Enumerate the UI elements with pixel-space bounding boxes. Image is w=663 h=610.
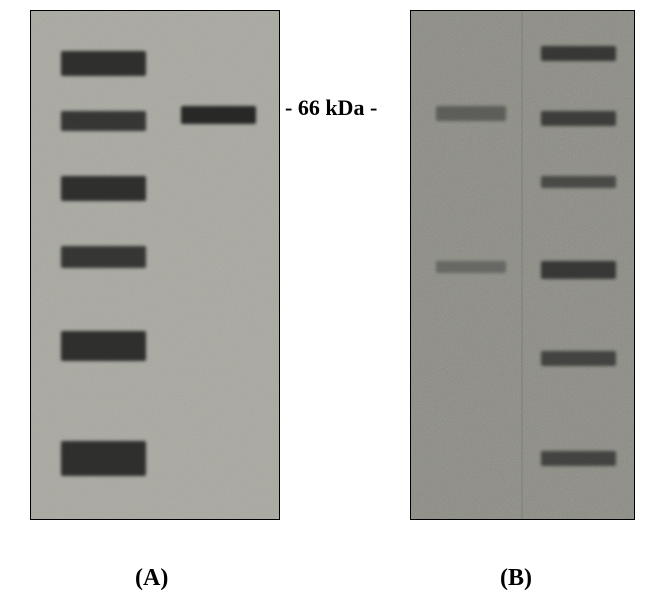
gel-band <box>61 176 146 201</box>
gel-band <box>61 246 146 268</box>
panel-a-label: (A) <box>135 565 168 592</box>
molecular-weight-marker-label: - 66 kDa - <box>285 95 377 121</box>
gel-band <box>61 441 146 476</box>
gel-band <box>436 261 506 273</box>
gel-band <box>541 451 616 466</box>
gel-band <box>541 111 616 126</box>
gel-band <box>541 351 616 366</box>
gel-band <box>61 51 146 76</box>
panel-b-label: (B) <box>500 565 532 592</box>
gel-figure: - 66 kDa - (A) (B) <box>0 0 663 610</box>
gel-band <box>541 176 616 188</box>
gel-band <box>181 106 256 124</box>
gel-panel-b <box>410 10 635 520</box>
gel-band <box>541 46 616 61</box>
gel-band <box>61 331 146 361</box>
gel-band <box>541 261 616 279</box>
gel-band <box>436 106 506 121</box>
gel-band <box>61 111 146 131</box>
gel-panel-a <box>30 10 280 520</box>
